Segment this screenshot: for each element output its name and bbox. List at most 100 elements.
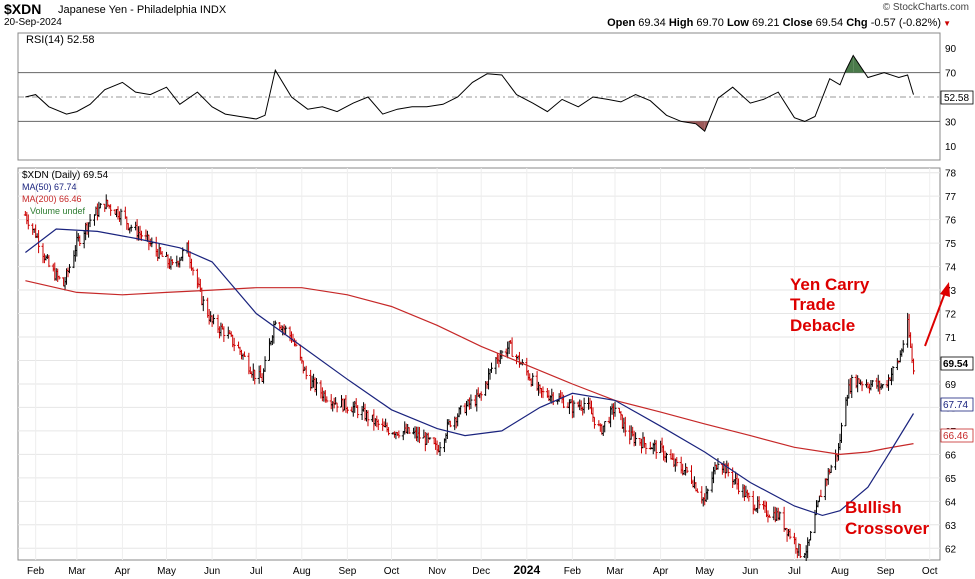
high-label: High	[668, 17, 694, 29]
price-tick-label: 75	[945, 239, 957, 250]
price-bar	[778, 511, 782, 521]
price-tick-label: 62	[945, 544, 957, 555]
price-bar	[582, 397, 586, 414]
annotation-yen-carry-line2: Trade	[790, 295, 835, 314]
price-bar	[675, 457, 679, 467]
x-tick-label: Jul	[250, 566, 263, 577]
price-bar	[417, 426, 421, 444]
price-bar	[253, 369, 257, 385]
ma200-line	[25, 280, 914, 456]
x-tick-label: Mar	[68, 566, 86, 577]
x-tick-label: Jun	[742, 566, 758, 577]
price-bar	[541, 386, 545, 399]
price-bar	[757, 496, 761, 509]
price-bar	[489, 362, 493, 373]
annotation-yen-carry: Yen Carry Trade Debacle	[790, 275, 870, 335]
price-bar	[572, 400, 576, 418]
price-bar	[88, 214, 92, 228]
price-bar	[222, 326, 226, 342]
price-panel-frame	[17, 167, 941, 561]
rsi-panel: 9070503010 52.58 RSI(14) 52.58	[17, 32, 974, 161]
rsi-tick-label: 10	[945, 142, 957, 153]
price-bar	[242, 351, 246, 357]
price-bar	[67, 264, 71, 274]
price-bar	[387, 427, 391, 436]
legend-ma50: MA(50) 67.74	[22, 182, 77, 192]
ma50-value-label: 67.74	[943, 400, 968, 411]
rsi-panel-frame	[17, 32, 941, 161]
price-tick-label: 78	[945, 169, 957, 180]
open-label: Open	[607, 17, 636, 29]
x-tick-label: Jul	[788, 566, 801, 577]
low-label: Low	[726, 17, 749, 29]
price-bar	[726, 462, 730, 477]
annotation-bullish-line2: Crossover	[845, 519, 929, 538]
price-bar	[119, 208, 123, 226]
price-tick-label: 66	[945, 450, 957, 461]
price-bar	[747, 492, 751, 502]
price-bar	[798, 544, 802, 559]
price-tick-label: 71	[945, 333, 957, 344]
current-price-label: 69.54	[943, 359, 968, 370]
ma200-value-label: 66.46	[943, 431, 968, 442]
price-bar	[201, 296, 205, 312]
ohlc-readout: Open 69.34 High 69.70 Low 69.21 Close 69…	[607, 17, 941, 29]
price-bar	[284, 325, 288, 335]
price-bar	[160, 251, 164, 257]
rsi-tick-label: 90	[945, 44, 957, 55]
price-bar	[706, 488, 710, 500]
price-bar	[623, 416, 627, 437]
brand-watermark: © StockCharts.com	[882, 2, 969, 13]
price-bars	[23, 194, 916, 561]
price-bar	[613, 401, 617, 417]
price-bar	[37, 230, 41, 254]
price-bar	[469, 394, 473, 409]
annotation-yen-carry-line1: Yen Carry	[790, 275, 870, 294]
price-tick-label: 72	[945, 310, 957, 321]
price-bar	[664, 452, 668, 463]
price-tick-label: 69	[945, 380, 957, 391]
price-bar	[428, 437, 432, 440]
price-bar	[129, 224, 133, 232]
price-bar	[819, 489, 823, 498]
price-bar	[592, 416, 596, 429]
price-panel: 7877767574737271706968676665646362 FebMa…	[17, 167, 974, 577]
close-label: Close	[782, 17, 813, 29]
price-bar	[912, 358, 916, 375]
annotation-bullish-crossover: Bullish Crossover	[845, 498, 929, 538]
symbol-title: $XDN	[4, 1, 42, 17]
price-bar	[881, 384, 885, 389]
annotation-arrow-icon	[924, 282, 950, 347]
price-bar	[860, 381, 864, 392]
price-bar	[57, 275, 61, 280]
price-bar	[870, 380, 874, 387]
price-bar	[26, 214, 30, 230]
right-value-tags: 69.54 67.74 66.46	[940, 356, 974, 443]
current-price-box	[940, 356, 974, 371]
price-bar	[850, 374, 854, 399]
x-tick-label: Dec	[472, 566, 490, 577]
legend-volume: Volume undef	[30, 206, 86, 216]
ma200-value-box	[940, 428, 974, 443]
rsi-tick-label: 30	[945, 117, 957, 128]
price-bar	[47, 254, 51, 268]
price-bar	[191, 267, 195, 276]
price-bar	[109, 204, 113, 216]
x-tick-label: Oct	[384, 566, 400, 577]
price-bar	[407, 427, 411, 434]
legend-ma200: MA(200) 66.46	[22, 194, 82, 204]
price-bar	[737, 478, 741, 495]
price-bar	[839, 422, 843, 443]
annotation-bullish-line1: Bullish	[845, 498, 902, 517]
price-tick-label: 77	[945, 192, 957, 203]
chart-header: $XDN Japanese Yen - Philadelphia INDX 20…	[0, 0, 975, 30]
price-tick-label: 63	[945, 521, 957, 532]
x-tick-label: Jun	[204, 566, 220, 577]
legend-price: $XDN (Daily) 69.54	[22, 170, 109, 181]
price-tick-label: 74	[945, 263, 957, 274]
price-bar	[294, 339, 298, 347]
price-tick-label: 76	[945, 216, 957, 227]
x-tick-label: 2024	[513, 563, 540, 577]
x-tick-label: Mar	[606, 566, 624, 577]
ma50-value-box	[940, 397, 974, 412]
